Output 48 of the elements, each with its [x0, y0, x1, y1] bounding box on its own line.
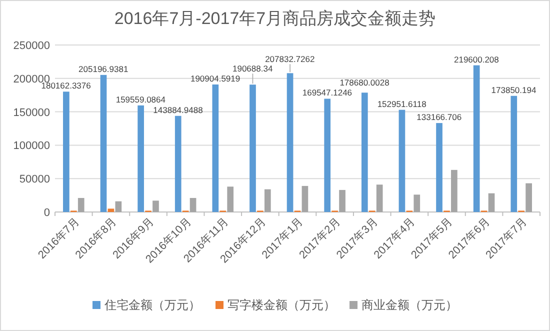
bar — [152, 200, 159, 212]
bar — [286, 73, 294, 212]
data-label: 190688.34 — [232, 64, 273, 74]
y-tick-label: 150000 — [13, 106, 50, 119]
data-label: 143884.9488 — [153, 104, 204, 115]
bar — [488, 193, 495, 212]
data-label: 219600.208 — [454, 54, 500, 64]
bar — [212, 84, 219, 212]
data-label: 178680.0028 — [340, 78, 390, 88]
bar — [190, 198, 196, 212]
data-label: 159559.0864 — [116, 94, 166, 104]
legend-label: 住宅金额（万元） — [104, 298, 200, 312]
data-label: 169547.1246 — [302, 88, 352, 98]
bar — [100, 74, 107, 212]
data-label: 133166.706 — [416, 112, 462, 122]
y-tick-label: 250000 — [13, 40, 50, 52]
bar — [138, 105, 144, 212]
bar — [174, 116, 182, 212]
bar — [510, 96, 518, 212]
bar — [361, 92, 368, 212]
y-tick-label: 50000 — [19, 174, 50, 186]
bar — [376, 184, 383, 212]
bar — [526, 183, 532, 212]
data-label: 205196.9381 — [78, 64, 128, 74]
legend-label: 写字楼金额（万元） — [228, 298, 336, 312]
chart-title: 2016年7月-2017年7月商品房成交金额走势 — [114, 9, 436, 28]
bar — [264, 189, 271, 212]
data-label: 190904.5919 — [190, 73, 240, 84]
bar — [398, 110, 406, 212]
bar — [302, 186, 308, 212]
bar — [414, 194, 420, 212]
y-tick-label: 0 — [44, 207, 50, 219]
bar — [436, 123, 442, 212]
bar — [473, 65, 480, 212]
legend-label: 商业金额（万元） — [362, 298, 458, 312]
bar — [339, 190, 346, 212]
bar — [324, 98, 331, 212]
bar — [108, 208, 114, 212]
bar — [250, 84, 256, 212]
bar — [63, 92, 70, 212]
bar — [115, 201, 122, 212]
bar — [451, 170, 458, 212]
data-label: 173850.194 — [491, 84, 536, 95]
bar — [227, 186, 234, 212]
bar — [78, 198, 84, 212]
data-label: 152951.6118 — [377, 98, 427, 109]
y-tick-label: 100000 — [13, 140, 50, 152]
data-label: 207832.7262 — [265, 54, 315, 64]
